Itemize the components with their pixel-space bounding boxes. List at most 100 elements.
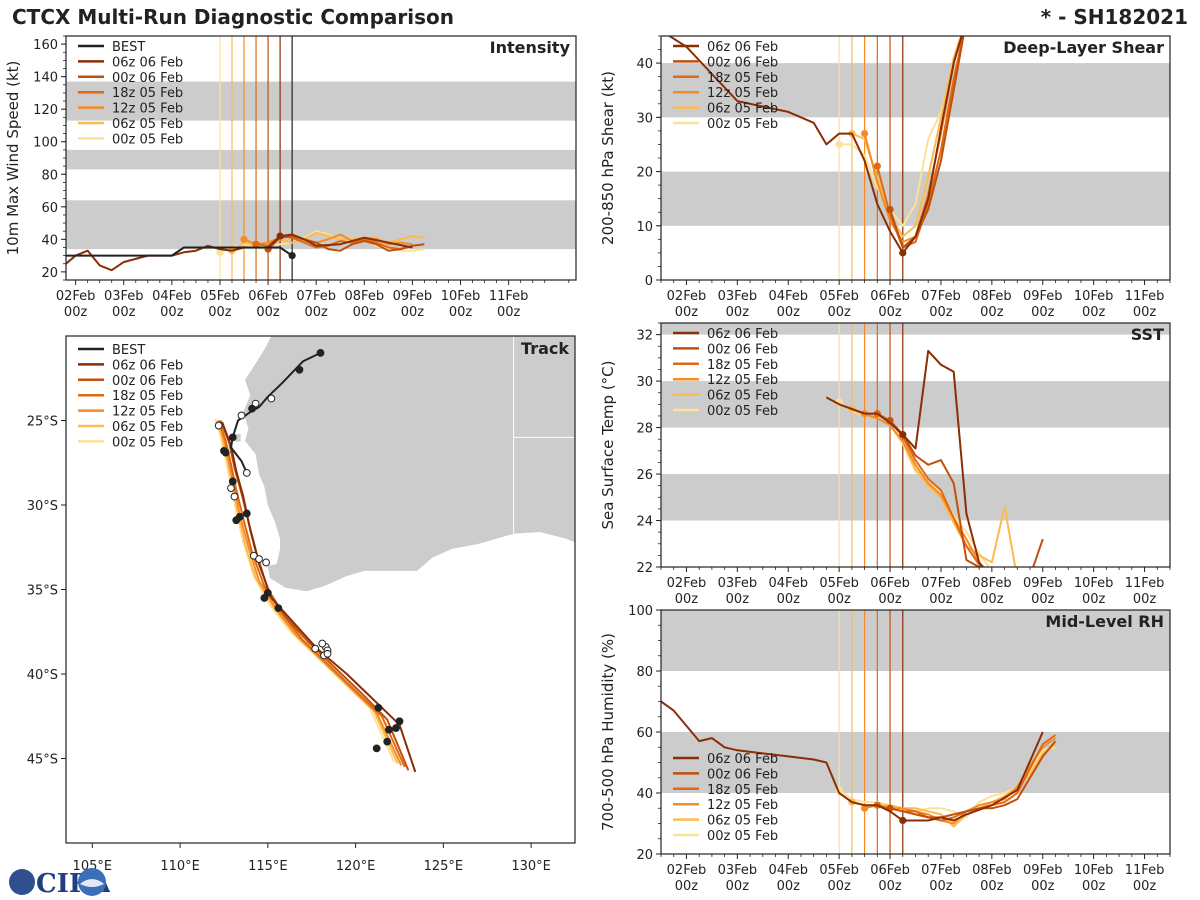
shear-band — [661, 63, 1170, 118]
logo-globe — [9, 869, 35, 895]
figure-title: CTCX Multi-Run Diagnostic Comparison — [12, 5, 454, 29]
intensity-xtick-time: 00z — [401, 305, 425, 320]
shear-xtick-time: 00z — [726, 305, 750, 320]
rh-xtick-time: 00z — [777, 879, 801, 894]
intensity-series-marker — [240, 235, 248, 243]
shear-legend-label: 00z 05 Feb — [707, 117, 778, 132]
sst-xtick-time: 00z — [878, 592, 902, 607]
rh-legend-label: 00z 06 Feb — [707, 767, 778, 782]
shear-xtick-date: 06Feb — [870, 289, 910, 304]
track-point-filled — [383, 737, 392, 746]
track-line — [214, 418, 396, 763]
intensity-xtick-time: 00z — [305, 305, 329, 320]
intensity-legend-label: 06z 05 Feb — [112, 117, 183, 132]
shear-series-marker — [861, 130, 869, 138]
sst-xtick-date: 04Feb — [768, 576, 808, 591]
intensity-legend-label: 06z 06 Feb — [112, 55, 183, 70]
sst-legend-label: 00z 06 Feb — [707, 342, 778, 357]
track-point-open — [255, 555, 263, 563]
rh-ytick-label: 40 — [636, 787, 653, 802]
rh-xtick-time: 00z — [1082, 879, 1106, 894]
intensity-xtick-date: 07Feb — [296, 289, 336, 304]
intensity-xtick-date: 11Feb — [489, 289, 529, 304]
sst-xtick-time: 00z — [777, 592, 801, 607]
sst-ytick-label: 28 — [636, 422, 653, 437]
shear-ytick-label: 10 — [636, 220, 653, 235]
intensity-series-line — [267, 235, 425, 252]
sst-xtick-time: 00z — [675, 592, 699, 607]
sst-series-marker — [899, 430, 907, 439]
land-polygon — [235, 434, 241, 442]
sst-xtick-date: 02Feb — [667, 576, 707, 591]
shear-xtick-time: 00z — [929, 305, 953, 320]
sst-xtick-date: 11Feb — [1125, 576, 1165, 591]
rh-legend-label: 18z 05 Feb — [707, 783, 778, 798]
sst-band — [661, 381, 1170, 428]
track-point-filled — [372, 744, 381, 753]
sst-ylabel: Sea Surface Temp (°C) — [599, 360, 617, 529]
track-point-open — [262, 558, 270, 567]
track-legend-label: 18z 05 Feb — [112, 389, 183, 404]
sst-xtick-time: 00z — [726, 592, 750, 607]
shear-xtick-time: 00z — [980, 305, 1004, 320]
rh-ytick-label: 60 — [636, 726, 653, 741]
intensity-plot-area — [66, 36, 576, 280]
intensity-xtick-time: 00z — [64, 305, 88, 320]
intensity-legend-label: 00z 06 Feb — [112, 71, 183, 86]
shear-xtick-time: 00z — [675, 305, 699, 320]
intensity-legend-label: 18z 05 Feb — [112, 86, 183, 101]
sst-legend-label: 06z 06 Feb — [707, 327, 778, 342]
shear-legend-label: 00z 06 Feb — [707, 55, 778, 70]
sst-title: SST — [1131, 325, 1164, 344]
intensity-series-marker — [252, 240, 260, 248]
rh-series-line — [661, 700, 1044, 822]
sst-xtick-time: 00z — [929, 592, 953, 607]
intensity-title: Intensity — [490, 38, 571, 57]
track-ytick-label: 25°S — [27, 415, 58, 430]
shear-series-marker — [873, 162, 881, 170]
track-point-filled — [260, 594, 269, 602]
intensity-ytick-label: 100 — [33, 136, 58, 151]
track-point-open — [323, 649, 332, 658]
rh-xtick-date: 08Feb — [972, 863, 1012, 878]
intensity-xtick-date: 06Feb — [248, 289, 288, 304]
rh-xtick-date: 05Feb — [819, 863, 859, 878]
track-xtick-label: 120°E — [336, 859, 376, 874]
track-line — [221, 421, 417, 773]
intensity-ytick-label: 160 — [33, 38, 58, 53]
sst-series-line — [825, 349, 985, 567]
intensity-xtick-date: 05Feb — [200, 289, 240, 304]
track-xtick-label: 105°E — [73, 859, 113, 874]
shear-band — [661, 171, 1170, 226]
intensity-xtick-date: 09Feb — [393, 289, 433, 304]
track-point-open — [242, 468, 251, 477]
shear-panel: 01020304002Feb00z03Feb00z04Feb00z05Feb00… — [599, 35, 1171, 320]
track-ytick-label: 30°S — [27, 499, 58, 514]
track-panel: 25°S 30°S 35°S 40°S 45°S 105°E 110°E 115°E 120°E… — [27, 335, 576, 874]
track-legend-label: 06z 05 Feb — [112, 420, 183, 435]
rh-xtick-date: 06Feb — [870, 863, 910, 878]
intensity-xtick-time: 00z — [160, 305, 184, 320]
track-point-open — [227, 484, 235, 493]
intensity-ytick-label: 40 — [41, 233, 58, 248]
track-plot-area — [214, 336, 575, 773]
rh-xtick-date: 03Feb — [718, 863, 758, 878]
intensity-xtick-date: 10Feb — [441, 289, 481, 304]
shear-series-marker — [886, 205, 894, 214]
shear-ylabel: 200-850 hPa Shear (kt) — [599, 71, 617, 245]
sst-xtick-date: 10Feb — [1074, 576, 1114, 591]
intensity-series-line — [66, 233, 413, 272]
track-legend-label: 00z 05 Feb — [112, 435, 183, 450]
shear-legend-label: 12z 05 Feb — [707, 86, 778, 101]
shear-legend-label: 18z 05 Feb — [707, 71, 778, 86]
shear-plot-area — [661, 36, 1170, 280]
shear-xtick-time: 00z — [878, 305, 902, 320]
intensity-xtick-time: 00z — [353, 305, 377, 320]
rh-panel: 2040608010002Feb00z03Feb00z04Feb00z05Feb… — [599, 604, 1171, 894]
shear-xtick-time: 00z — [1133, 305, 1157, 320]
shear-xtick-time: 00z — [1031, 305, 1055, 320]
intensity-band — [66, 81, 576, 121]
shear-ytick-label: 40 — [636, 57, 653, 72]
rh-xtick-time: 00z — [980, 879, 1004, 894]
